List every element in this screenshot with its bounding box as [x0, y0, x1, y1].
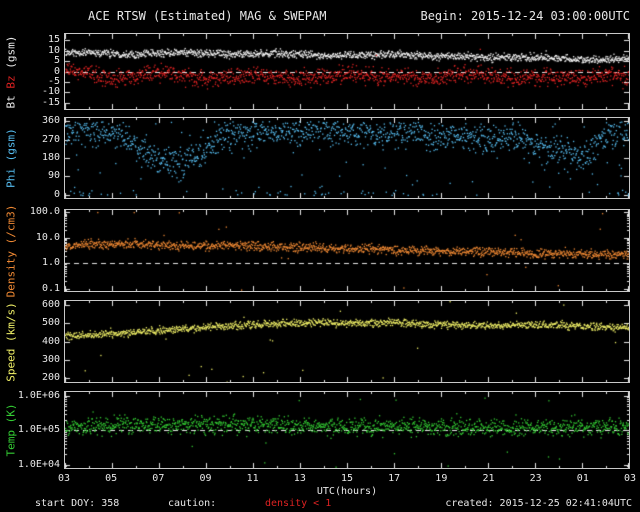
- y-tick-label: 1.0E+05: [17, 424, 60, 435]
- panel-canvas-temp: [65, 392, 629, 468]
- x-tick-label: 03: [623, 473, 637, 484]
- y-tick-label: 600: [41, 299, 60, 310]
- y-axis-label-part: Bz: [4, 74, 18, 95]
- y-tick-label: -15: [41, 97, 60, 108]
- y-axis-label-part: (K): [4, 403, 18, 430]
- y-tick-label: 270: [41, 134, 60, 145]
- panel-density: [64, 209, 630, 292]
- x-tick-label: 15: [340, 473, 354, 484]
- y-tick-label: 0: [53, 66, 60, 77]
- x-tick-label: 17: [388, 473, 401, 484]
- y-tick-label: 1.0: [41, 257, 60, 268]
- y-axis-label-part: Temp: [4, 430, 18, 457]
- start-doy-label: start DOY: 358: [35, 498, 120, 509]
- x-tick-label: 03: [57, 473, 71, 484]
- y-tick-label: 0.1: [41, 283, 60, 294]
- begin-timestamp: Begin: 2015-12-24 03:00:00UTC: [420, 9, 630, 23]
- y-tick-label: 10: [47, 45, 60, 56]
- y-tick-label: 10.0: [35, 232, 60, 243]
- y-tick-label: 180: [41, 152, 60, 163]
- y-axis-label-part: Density: [4, 250, 18, 297]
- caution-value: density < 1: [265, 498, 332, 509]
- panel-canvas-phi: [65, 118, 629, 198]
- y-axis-label-part: (/cm3): [4, 204, 18, 251]
- y-axis-label-phi: Phi (gsm): [5, 128, 18, 188]
- y-tick-label: 1.0E+06: [17, 390, 60, 401]
- y-tick-label: 0: [53, 189, 60, 200]
- panel-temp: [64, 391, 630, 469]
- y-axis-label-bt-bz: Bt Bz (gsm): [5, 35, 18, 108]
- y-tick-label: 400: [41, 336, 60, 347]
- y-axis-label-speed: Speed (km/s): [5, 302, 18, 381]
- x-tick-label: 09: [199, 473, 212, 484]
- y-tick-label: -10: [41, 86, 60, 97]
- y-axis-label-temp: Temp (K): [5, 404, 18, 457]
- x-tick-label: 19: [435, 473, 448, 484]
- y-tick-label: 100.0: [29, 206, 60, 217]
- y-tick-label: 15: [47, 34, 60, 45]
- plot-title: ACE RTSW (Estimated) MAG & SWEPAM: [88, 9, 327, 23]
- created-timestamp: created: 2015-12-25 02:41:04UTC: [445, 498, 632, 509]
- y-axis-label-density: Density (/cm3): [5, 204, 18, 297]
- y-tick-label: 360: [41, 115, 60, 126]
- y-axis-label-part: (gsm): [4, 35, 18, 75]
- panel-canvas-speed: [65, 301, 629, 382]
- panel-canvas-bt-bz: [65, 34, 629, 109]
- x-tick-label: 13: [293, 473, 306, 484]
- y-axis-label-part: Bt: [4, 94, 18, 108]
- y-tick-label: 300: [41, 354, 60, 365]
- y-tick-label: 1.0E+04: [17, 459, 60, 470]
- y-tick-label: 5: [53, 55, 60, 66]
- x-tick-label: 07: [152, 473, 165, 484]
- y-tick-label: -5: [47, 76, 60, 87]
- y-axis-label-part: (gsm): [4, 128, 18, 168]
- x-tick-label: 23: [529, 473, 542, 484]
- y-tick-label: 90: [47, 170, 60, 181]
- x-tick-label: 21: [482, 473, 495, 484]
- y-axis-label-part: Phi: [4, 167, 18, 188]
- y-axis-label-part: Speed: [4, 348, 18, 382]
- x-axis-title: UTC(hours): [316, 486, 378, 497]
- y-axis-label-part: (km/s): [4, 301, 18, 349]
- x-tick-label: 01: [576, 473, 589, 484]
- panel-phi: [64, 117, 630, 199]
- x-tick-label: 05: [105, 473, 118, 484]
- caution-label: caution:: [168, 498, 217, 509]
- panel-bt-bz: [64, 33, 630, 110]
- panel-canvas-density: [65, 210, 629, 291]
- panel-speed: [64, 300, 630, 383]
- y-tick-label: 500: [41, 317, 60, 328]
- x-tick-label: 11: [246, 473, 259, 484]
- y-tick-label: 200: [41, 372, 60, 383]
